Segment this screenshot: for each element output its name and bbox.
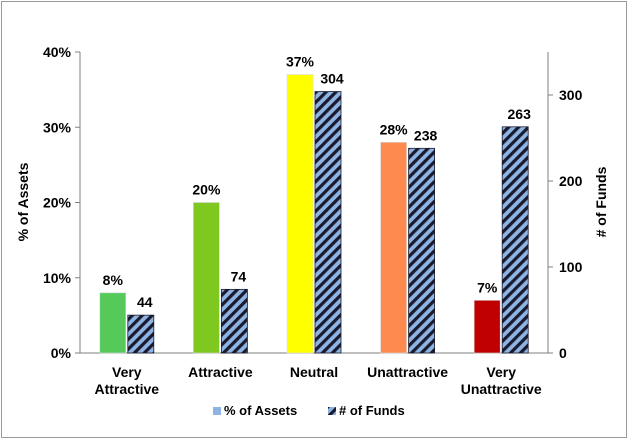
bar-funds xyxy=(127,314,155,354)
bar-funds xyxy=(408,147,436,354)
y-axis-title-right: # of Funds xyxy=(593,166,609,237)
legend-swatch-funds xyxy=(328,407,336,415)
bar-assets xyxy=(99,292,127,354)
category-label: Very Unattractive xyxy=(461,364,542,397)
right-tick-label: 100 xyxy=(559,259,583,275)
right-tick-label: 200 xyxy=(559,173,583,189)
bar-assets xyxy=(473,300,501,354)
data-label-funds: 238 xyxy=(414,127,438,143)
bar-funds xyxy=(220,288,248,354)
category-label: Very Attractive xyxy=(95,364,160,397)
data-label-funds: 44 xyxy=(137,294,153,310)
bar-assets xyxy=(380,142,407,354)
category-label: Attractive xyxy=(188,364,253,380)
bar-assets xyxy=(286,74,314,354)
legend-label-assets: % of Assets xyxy=(224,403,297,418)
data-label-assets: 20% xyxy=(192,182,221,198)
left-tick-label: 0% xyxy=(51,345,72,361)
left-tick-label: 20% xyxy=(43,195,72,211)
bar-assets xyxy=(193,202,220,354)
data-label-funds: 304 xyxy=(320,71,344,87)
category-label: Unattractive xyxy=(367,364,448,380)
right-tick-label: 0 xyxy=(559,345,567,361)
category-label: Neutral xyxy=(290,364,338,380)
data-label-funds: 263 xyxy=(508,106,532,122)
y-axis-title-left: % of Assets xyxy=(15,162,31,241)
data-label-assets: 28% xyxy=(380,121,409,137)
left-tick-label: 40% xyxy=(43,44,72,60)
data-label-assets: 8% xyxy=(103,272,124,288)
left-tick-label: 10% xyxy=(43,270,72,286)
left-tick-label: 30% xyxy=(43,119,72,135)
right-tick-label: 300 xyxy=(559,87,583,103)
data-label-assets: 37% xyxy=(286,54,315,70)
data-label-funds: 74 xyxy=(231,268,247,284)
bar-funds xyxy=(314,91,342,354)
legend: % of Assets # of Funds xyxy=(213,403,405,418)
legend-label-funds: # of Funds xyxy=(339,403,405,418)
data-label-assets: 7% xyxy=(477,279,498,295)
bar-funds xyxy=(501,126,529,354)
legend-swatch-assets xyxy=(213,407,221,415)
